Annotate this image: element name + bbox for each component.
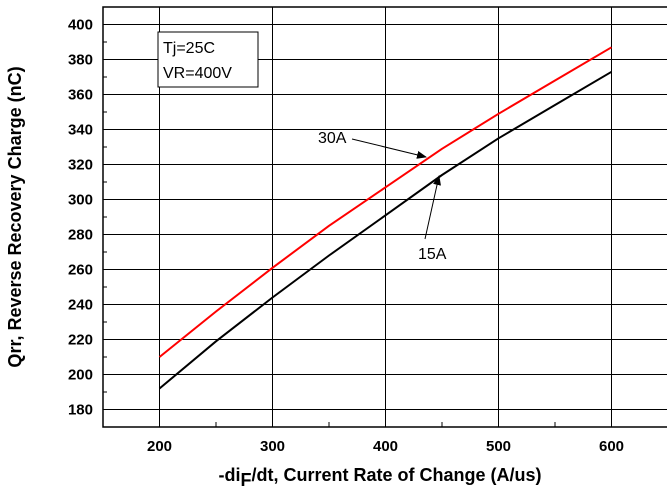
y-tick-label-400: 400 <box>68 17 93 34</box>
y-tick-label-220: 220 <box>68 332 93 349</box>
y-tick-label-200: 200 <box>68 367 93 384</box>
x-axis-label-post: /dt, Current Rate of Change (A/us) <box>251 465 541 485</box>
x-tick-labels: 200 300 400 500 600 <box>147 438 624 455</box>
x-tick-label-300: 300 <box>260 438 285 455</box>
annotation-15a-arrow <box>424 175 441 240</box>
x-tick-label-400: 400 <box>373 438 398 455</box>
condition-tj: Tj=25C <box>163 40 215 57</box>
x-tick-label-500: 500 <box>486 438 511 455</box>
x-axis-label-sub: F <box>240 470 251 490</box>
y-tick-label-180: 180 <box>68 402 93 419</box>
condition-vr: VR=400V <box>163 65 232 82</box>
y-axis-label: Qrr, Reverse Recovery Charge (nC) <box>5 66 25 367</box>
grid <box>103 7 667 427</box>
x-axis-label-pre: -di <box>218 465 240 485</box>
annotation-30a: 30A <box>318 130 347 147</box>
series-line-30a <box>158 46 613 358</box>
y-tick-label-300: 300 <box>68 192 93 209</box>
conditions-box-frame <box>157 31 259 88</box>
conditions-box: Tj=25C VR=400V <box>157 31 259 88</box>
y-tick-label-340: 340 <box>68 122 93 139</box>
annotation-30a-arrow <box>351 138 427 159</box>
series-line-15a <box>158 70 613 390</box>
x-tick-label-200: 200 <box>147 438 172 455</box>
series-lines <box>158 46 613 390</box>
y-tick-labels: 180 200 220 240 260 280 300 320 340 360 380 400 <box>68 17 93 419</box>
y-tick-label-380: 380 <box>68 52 93 69</box>
annotation-15a: 15A <box>418 246 447 263</box>
y-tick-label-320: 320 <box>68 157 93 174</box>
annotations: 30A 15A <box>318 130 447 263</box>
y-tick-label-360: 360 <box>68 87 93 104</box>
x-tick-label-600: 600 <box>599 438 624 455</box>
plot-frame <box>102 6 667 428</box>
y-tick-label-260: 260 <box>68 262 93 279</box>
x-axis-label: -diF/dt, Current Rate of Change (A/us) <box>218 465 541 490</box>
y-tick-label-240: 240 <box>68 297 93 314</box>
y-tick-label-280: 280 <box>68 227 93 244</box>
